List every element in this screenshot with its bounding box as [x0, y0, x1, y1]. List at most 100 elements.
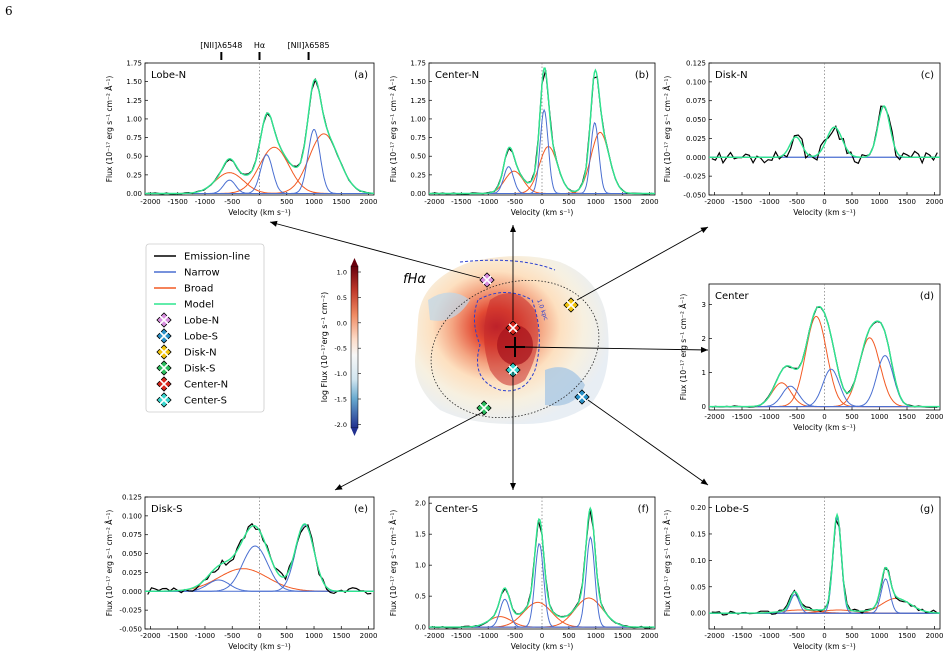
x-tick-label: -1000	[478, 198, 498, 206]
marker-x	[479, 403, 489, 413]
panel-tag: (f)	[638, 504, 649, 515]
panel-a: 0.00 0.25 0.50 0.75 1.00 1.25 1.50 1.75 -2000 -15…	[105, 41, 377, 217]
colorbar-label: log Flux (10⁻¹⁷erg s⁻¹ cm⁻²)	[320, 292, 329, 402]
y-tick-label: 1.75	[410, 60, 426, 68]
y-tick-label: 0.00	[690, 610, 706, 618]
x-tick-label: 1000	[871, 413, 889, 421]
arrow-head	[700, 346, 708, 353]
marker-lobe-s	[574, 389, 590, 405]
y-tick-label: 0.050	[686, 116, 706, 124]
x-tick-label: -1500	[451, 198, 471, 206]
x-tick-label: -1500	[168, 198, 188, 206]
y-tick-label: 0.100	[686, 78, 706, 86]
map-blue-patch	[545, 367, 585, 406]
y-tick-label: 1	[702, 369, 706, 377]
panel-title: Lobe-S	[715, 504, 749, 515]
y-tick-label: 1.50	[410, 78, 426, 86]
y-tick-label: 1.00	[410, 115, 426, 123]
x-axis-label: Velocity (km s⁻¹)	[793, 642, 856, 651]
x-tick-label: 500	[845, 413, 858, 421]
x-tick-label: 0	[822, 198, 826, 206]
x-tick-label: -1500	[732, 632, 752, 640]
y-tick-label: 1.00	[126, 115, 142, 123]
x-tick-label: 1500	[898, 413, 916, 421]
panel-f: 0.0 0.5 1.0 1.5 2.0 -2000 -1500 -1000 -500 0 500 10…	[389, 496, 659, 651]
y-tick-label: 0.10	[690, 557, 706, 565]
marker-disk-n	[563, 297, 579, 313]
legend-x-mark	[159, 379, 169, 389]
y-tick-label: 0.05	[690, 583, 706, 591]
legend-item: Disk-S	[156, 360, 215, 376]
colorbar-cap	[351, 428, 358, 436]
arrow-shaft	[521, 346, 709, 351]
x-tick-label: 2000	[641, 632, 659, 640]
x-tick-label: -2000	[704, 198, 724, 206]
arrow-head	[335, 484, 343, 490]
legend: Emission-line Narrow Broad Model Lobe-N Lobe-…	[145, 243, 265, 413]
arrow-shaft	[587, 399, 709, 486]
legend-item: Center-S	[156, 392, 227, 408]
x-tick-label: -500	[789, 413, 805, 421]
x-tick-label: -1000	[759, 198, 779, 206]
model-fit	[709, 305, 940, 408]
marker-x	[566, 300, 576, 310]
colorbar	[350, 265, 359, 429]
model-fit	[145, 523, 374, 592]
arrow	[510, 372, 516, 490]
legend-item: Disk-N	[156, 344, 217, 360]
y-tick-label: 0.100	[122, 512, 142, 520]
colorbar-tick-label: 0.5	[337, 294, 347, 302]
y-axis-label: Flux (10⁻¹⁷ erg s⁻¹ cm⁻² Å⁻¹)	[389, 76, 398, 183]
marker-center-s	[505, 362, 521, 378]
x-tick-label: -2000	[704, 413, 724, 421]
x-tick-label: 500	[280, 198, 293, 206]
x-tick-label: 0	[540, 198, 544, 206]
x-tick-label: 2000	[926, 413, 944, 421]
model-fit	[429, 67, 655, 195]
arrow-shaft	[576, 226, 709, 301]
contour	[474, 292, 540, 392]
x-tick-label: 500	[562, 198, 575, 206]
y-axis-label: Flux (10⁻¹⁷ erg s⁻¹ cm⁻² Å⁻¹)	[663, 510, 672, 617]
legend-label: Disk-N	[184, 348, 217, 359]
y-tick-label: 0.50	[126, 153, 142, 161]
x-tick-label: -1000	[759, 632, 779, 640]
y-tick-label: 0.075	[122, 531, 142, 539]
x-tick-label: 1500	[332, 632, 350, 640]
x-tick-label: -2000	[424, 632, 444, 640]
y-tick-label: 0.00	[126, 190, 142, 198]
page-number: 6	[5, 4, 13, 18]
y-axis-label: Flux (10⁻¹⁷ erg s⁻¹ cm⁻² Å⁻¹)	[663, 76, 672, 183]
x-tick-label: 500	[845, 198, 858, 206]
panel-tag: (a)	[354, 70, 368, 81]
y-tick-label: -0.025	[119, 607, 142, 615]
marker-x	[577, 392, 587, 402]
x-tick-label: 1500	[332, 198, 350, 206]
marker-disk-s	[476, 400, 492, 416]
y-tick-label: 0	[702, 403, 706, 411]
x-tick-label: 2000	[360, 632, 378, 640]
x-tick-label: -2000	[424, 198, 444, 206]
y-tick-label: 0.50	[410, 153, 426, 161]
x-tick-label: 500	[562, 632, 575, 640]
y-tick-label: 3	[702, 301, 706, 309]
x-tick-label: -1000	[195, 632, 215, 640]
x-axis-label: Velocity (km s⁻¹)	[228, 208, 291, 217]
y-tick-label: 2	[702, 335, 706, 343]
x-tick-label: -1500	[168, 632, 188, 640]
panel-c: -0.050 -0.025 0.000 0.025 0.050 0.075 0.100 0.1…	[663, 60, 943, 218]
legend-item: Narrow	[154, 268, 220, 279]
y-axis-label: Flux (10⁻¹⁷ erg s⁻¹ cm⁻² Å⁻¹)	[105, 510, 114, 617]
x-tick-label: 1000	[587, 632, 605, 640]
arrow-head	[700, 227, 708, 234]
y-tick-label: 0.025	[122, 569, 142, 577]
x-tick-label: 500	[845, 632, 858, 640]
legend-item: Emission-line	[154, 252, 250, 263]
y-tick-label: 1.25	[410, 97, 426, 105]
x-tick-label: -1500	[732, 413, 752, 421]
y-tick-label: 0.075	[686, 97, 706, 105]
x-tick-label: -2000	[140, 632, 160, 640]
x-tick-label: 1500	[614, 198, 632, 206]
y-tick-label: 0.025	[686, 135, 706, 143]
marker-x	[508, 323, 518, 333]
